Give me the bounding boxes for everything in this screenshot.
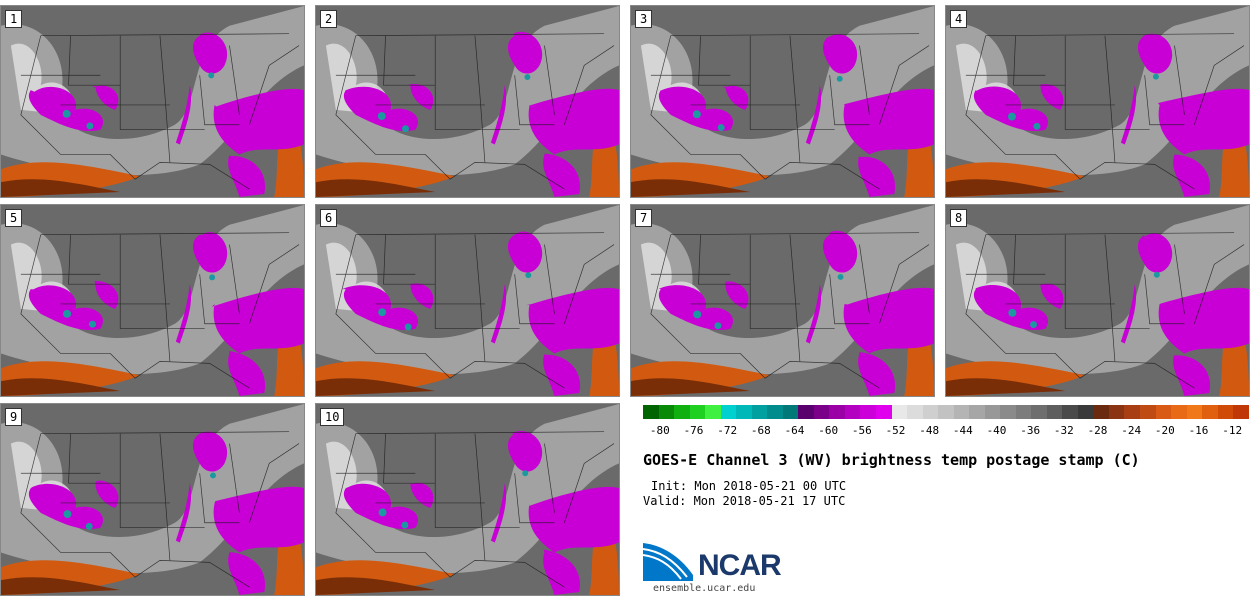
valid-time: Valid: Mon 2018-05-21 17 UTC — [643, 494, 846, 508]
panel-number: 10 — [320, 408, 345, 426]
panel-number: 2 — [320, 10, 338, 28]
colorbar-tick-label: -44 — [952, 424, 973, 437]
colorbar-swatch — [860, 405, 876, 419]
colorbar-swatch — [767, 405, 783, 419]
colorbar-swatch — [1000, 405, 1016, 419]
colorbar-swatch — [782, 405, 799, 419]
colorbar-tick-label: -12 — [1222, 424, 1243, 437]
colorbar-swatch — [922, 405, 939, 419]
site-url: ensemble.ucar.edu — [653, 583, 756, 594]
panel-number: 7 — [635, 209, 653, 227]
init-time: Init: Mon 2018-05-21 00 UTC — [651, 479, 847, 493]
colorbar-tick-label: -68 — [750, 424, 771, 437]
colorbar-swatch — [1155, 405, 1172, 419]
colorbar-swatch — [984, 405, 1001, 419]
colorbar-swatch — [674, 405, 690, 419]
colorbar-swatch — [1093, 405, 1109, 419]
logo-wordmark: NCAR — [698, 549, 782, 582]
colorbar-swatch — [1046, 405, 1063, 419]
colorbar-tick-label: -64 — [784, 424, 805, 437]
colorbar-swatch — [829, 405, 845, 419]
map-panel-10: 10 — [315, 403, 620, 596]
colorbar-swatch — [1186, 405, 1203, 419]
panel-number: 5 — [5, 209, 23, 227]
colorbar-swatch — [891, 405, 908, 419]
colorbar-tick-label: -80 — [649, 424, 670, 437]
colorbar-swatch — [1015, 405, 1032, 419]
colorbar-tick-label: -48 — [919, 424, 940, 437]
colorbar-swatch — [1062, 405, 1078, 419]
colorbar-swatch — [705, 405, 721, 419]
colorbar-tick-label: -56 — [851, 424, 872, 437]
colorbar-swatch — [813, 405, 830, 419]
panel-number: 9 — [5, 408, 23, 426]
colorbar-swatch — [938, 405, 954, 419]
colorbar-swatch — [1031, 405, 1047, 419]
map-panel-1: 1 — [0, 5, 305, 198]
panel-number: 1 — [5, 10, 23, 28]
colorbar-tick-label: -40 — [986, 424, 1007, 437]
map-panel-5: 5 — [0, 204, 305, 397]
map-panel-4: 4 — [945, 5, 1250, 198]
map-panel-3: 3 — [630, 5, 935, 198]
colorbar-swatch — [689, 405, 706, 419]
map-panel-7: 7 — [630, 204, 935, 397]
panel-number: 3 — [635, 10, 653, 28]
colorbar-swatch — [844, 405, 861, 419]
colorbar-swatch — [1217, 405, 1234, 419]
colorbar-swatch — [1140, 405, 1156, 419]
colorbar-tick-label: -76 — [683, 424, 704, 437]
colorbar-tick-label: -32 — [1053, 424, 1074, 437]
colorbar-swatch — [907, 405, 923, 419]
colorbar-swatch — [1202, 405, 1218, 419]
colorbar-swatch — [798, 405, 814, 419]
colorbar-swatch — [643, 405, 659, 419]
map-panel-9: 9 — [0, 403, 305, 596]
colorbar-swatch — [1077, 405, 1094, 419]
map-panel-6: 6 — [315, 204, 620, 397]
panel-number: 8 — [950, 209, 968, 227]
colorbar-swatch — [751, 405, 768, 419]
colorbar-swatch — [658, 405, 675, 419]
colorbar-tick-label: -20 — [1154, 424, 1175, 437]
colorbar-swatch — [720, 405, 737, 419]
panel-number: 4 — [950, 10, 968, 28]
map-panel-8: 8 — [945, 204, 1250, 397]
colorbar-swatch — [736, 405, 752, 419]
colorbar-tick-label: -60 — [818, 424, 839, 437]
colorbar — [643, 405, 1249, 419]
figure-title: GOES-E Channel 3 (WV) brightness temp po… — [643, 451, 1140, 469]
colorbar-swatch — [1108, 405, 1125, 419]
colorbar-swatch — [1171, 405, 1187, 419]
colorbar-tick-label: -36 — [1020, 424, 1041, 437]
colorbar-tick-label: -28 — [1087, 424, 1108, 437]
colorbar-swatch — [875, 405, 892, 419]
colorbar-tick-label: -52 — [885, 424, 906, 437]
colorbar-tick-label: -16 — [1188, 424, 1209, 437]
colorbar-swatch — [969, 405, 985, 419]
ncar-logo-icon — [643, 543, 693, 581]
colorbar-swatch — [953, 405, 970, 419]
colorbar-tick-label: -72 — [717, 424, 738, 437]
colorbar-swatch — [1124, 405, 1140, 419]
map-panel-2: 2 — [315, 5, 620, 198]
colorbar-swatch — [1233, 405, 1249, 419]
panel-number: 6 — [320, 209, 338, 227]
colorbar-ticks: -80 -76 -72 -68 -64 -60 -56 -52 -48 -44 -40 -36 -32-… — [643, 424, 1249, 438]
colorbar-tick-label: -24 — [1121, 424, 1142, 437]
